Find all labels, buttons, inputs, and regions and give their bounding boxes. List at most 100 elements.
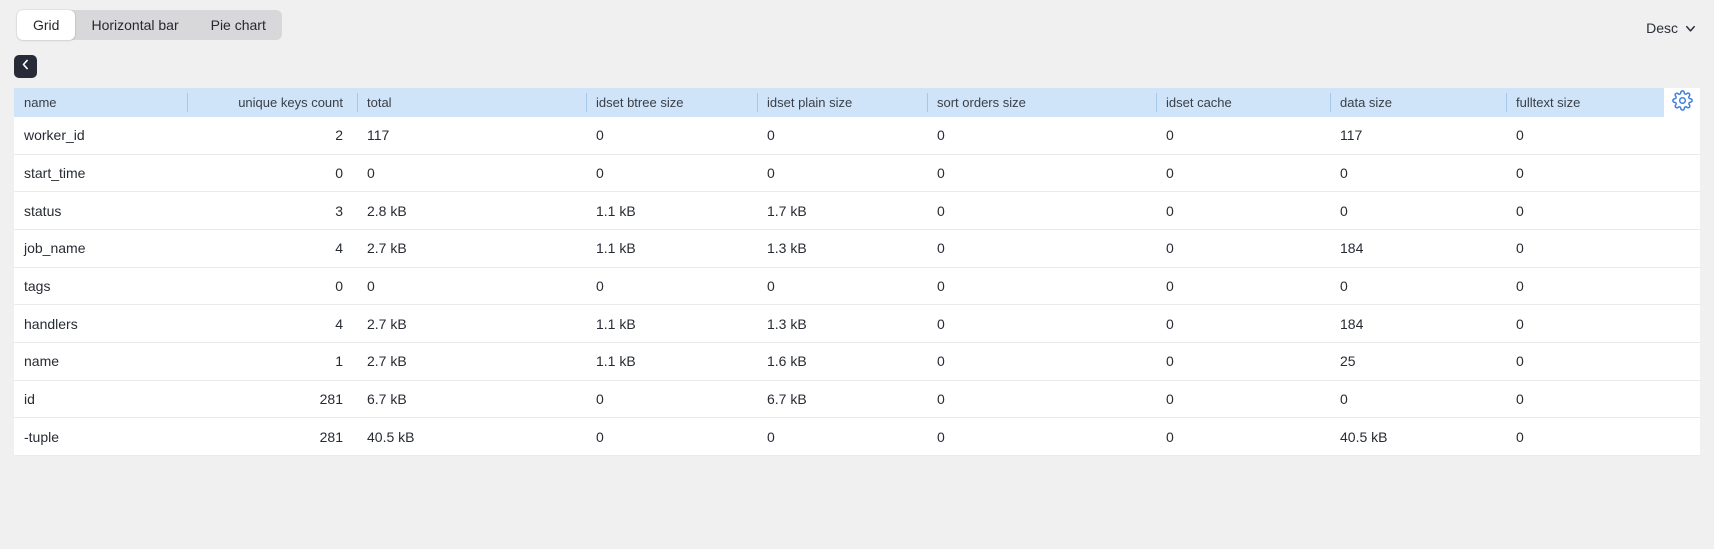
- sort-order-dropdown[interactable]: Desc: [1646, 20, 1698, 36]
- table-row: tags00000000: [14, 268, 1700, 306]
- chevron-left-icon: [19, 58, 32, 76]
- cell-spacer: [1664, 305, 1700, 342]
- cell-idset-cache: 0: [1156, 192, 1330, 229]
- cell-total: 0: [357, 268, 586, 305]
- cell-idset-plain-size: 0: [757, 418, 927, 455]
- cell-idset-btree-size: 1.1 kB: [586, 230, 757, 267]
- cell-total: 6.7 kB: [357, 381, 586, 418]
- cell-sort-orders-size: 0: [927, 155, 1156, 192]
- column-header-idset-plain-size[interactable]: idset plain size: [757, 88, 927, 117]
- cell-idset-plain-size: 1.3 kB: [757, 305, 927, 342]
- back-button[interactable]: [14, 55, 37, 78]
- cell-idset-cache: 0: [1156, 343, 1330, 380]
- column-header-name[interactable]: name: [14, 88, 187, 117]
- cell-data-size: 184: [1330, 305, 1506, 342]
- cell-fulltext-size: 0: [1506, 155, 1664, 192]
- cell-fulltext-size: 0: [1506, 418, 1664, 455]
- cell-unique-keys-count: 0: [187, 268, 357, 305]
- cell-idset-plain-size: 1.7 kB: [757, 192, 927, 229]
- cell-idset-cache: 0: [1156, 117, 1330, 154]
- cell-idset-btree-size: 0: [586, 155, 757, 192]
- cell-data-size: 184: [1330, 230, 1506, 267]
- cell-unique-keys-count: 4: [187, 305, 357, 342]
- cell-fulltext-size: 0: [1506, 305, 1664, 342]
- cell-idset-cache: 0: [1156, 230, 1330, 267]
- cell-data-size: 25: [1330, 343, 1506, 380]
- cell-spacer: [1664, 192, 1700, 229]
- cell-data-size: 0: [1330, 268, 1506, 305]
- cell-total: 40.5 kB: [357, 418, 586, 455]
- cell-fulltext-size: 0: [1506, 381, 1664, 418]
- tab-pie-chart[interactable]: Pie chart: [195, 10, 282, 40]
- cell-idset-plain-size: 6.7 kB: [757, 381, 927, 418]
- cell-name: status: [14, 192, 187, 229]
- cell-name: start_time: [14, 155, 187, 192]
- cell-total: 2.7 kB: [357, 305, 586, 342]
- table-row: handlers42.7 kB1.1 kB1.3 kB001840: [14, 305, 1700, 343]
- cell-total: 2.8 kB: [357, 192, 586, 229]
- table-settings-button[interactable]: [1664, 88, 1700, 117]
- cell-idset-btree-size: 1.1 kB: [586, 305, 757, 342]
- cell-unique-keys-count: 281: [187, 418, 357, 455]
- column-header-unique-keys-count[interactable]: unique keys count: [187, 88, 357, 117]
- cell-spacer: [1664, 418, 1700, 455]
- cell-idset-plain-size: 0: [757, 117, 927, 154]
- cell-total: 117: [357, 117, 586, 154]
- cell-spacer: [1664, 268, 1700, 305]
- cell-idset-btree-size: 0: [586, 418, 757, 455]
- table-row: -tuple28140.5 kB000040.5 kB0: [14, 418, 1700, 456]
- cell-unique-keys-count: 2: [187, 117, 357, 154]
- cell-spacer: [1664, 230, 1700, 267]
- table-row: start_time00000000: [14, 155, 1700, 193]
- cell-sort-orders-size: 0: [927, 268, 1156, 305]
- column-header-idset-cache[interactable]: idset cache: [1156, 88, 1330, 117]
- cell-data-size: 117: [1330, 117, 1506, 154]
- cell-name: id: [14, 381, 187, 418]
- view-mode-tabs: Grid Horizontal bar Pie chart: [17, 10, 282, 40]
- cell-idset-plain-size: 0: [757, 155, 927, 192]
- stats-table: nameunique keys counttotalidset btree si…: [14, 88, 1700, 456]
- cell-idset-btree-size: 1.1 kB: [586, 192, 757, 229]
- cell-spacer: [1664, 155, 1700, 192]
- cell-idset-plain-size: 1.6 kB: [757, 343, 927, 380]
- tab-horizontal-bar[interactable]: Horizontal bar: [75, 10, 194, 40]
- table-header-row: nameunique keys counttotalidset btree si…: [14, 88, 1700, 117]
- page: Grid Horizontal bar Pie chart Desc nameu…: [0, 0, 1714, 549]
- cell-idset-btree-size: 0: [586, 117, 757, 154]
- cell-idset-plain-size: 1.3 kB: [757, 230, 927, 267]
- cell-sort-orders-size: 0: [927, 343, 1156, 380]
- cell-idset-cache: 0: [1156, 418, 1330, 455]
- column-header-total[interactable]: total: [357, 88, 586, 117]
- cell-idset-cache: 0: [1156, 268, 1330, 305]
- cell-fulltext-size: 0: [1506, 192, 1664, 229]
- chevron-down-icon: [1683, 21, 1698, 36]
- cell-unique-keys-count: 1: [187, 343, 357, 380]
- cell-unique-keys-count: 3: [187, 192, 357, 229]
- column-header-data-size[interactable]: data size: [1330, 88, 1506, 117]
- table-row: worker_id211700001170: [14, 117, 1700, 155]
- table-body: worker_id211700001170start_time00000000s…: [14, 117, 1700, 456]
- cell-spacer: [1664, 381, 1700, 418]
- cell-unique-keys-count: 281: [187, 381, 357, 418]
- column-header-sort-orders-size[interactable]: sort orders size: [927, 88, 1156, 117]
- column-header-idset-btree-size[interactable]: idset btree size: [586, 88, 757, 117]
- cell-data-size: 0: [1330, 155, 1506, 192]
- table-row: job_name42.7 kB1.1 kB1.3 kB001840: [14, 230, 1700, 268]
- table-row: status32.8 kB1.1 kB1.7 kB0000: [14, 192, 1700, 230]
- gear-icon: [1672, 90, 1693, 116]
- cell-spacer: [1664, 343, 1700, 380]
- cell-data-size: 0: [1330, 381, 1506, 418]
- cell-name: handlers: [14, 305, 187, 342]
- cell-unique-keys-count: 0: [187, 155, 357, 192]
- tab-grid[interactable]: Grid: [17, 10, 75, 40]
- cell-idset-plain-size: 0: [757, 268, 927, 305]
- column-header-fulltext-size[interactable]: fulltext size: [1506, 88, 1664, 117]
- table-row: name12.7 kB1.1 kB1.6 kB00250: [14, 343, 1700, 381]
- cell-fulltext-size: 0: [1506, 230, 1664, 267]
- sort-order-value: Desc: [1646, 20, 1678, 36]
- cell-sort-orders-size: 0: [927, 305, 1156, 342]
- cell-idset-cache: 0: [1156, 381, 1330, 418]
- cell-total: 0: [357, 155, 586, 192]
- cell-data-size: 0: [1330, 192, 1506, 229]
- cell-name: job_name: [14, 230, 187, 267]
